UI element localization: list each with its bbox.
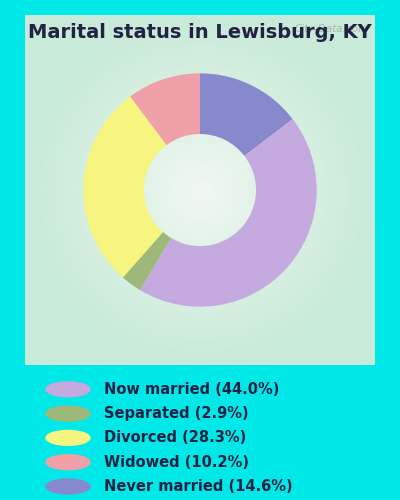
Text: Widowed (10.2%): Widowed (10.2%)	[104, 454, 249, 469]
Wedge shape	[140, 119, 317, 306]
Text: Never married (14.6%): Never married (14.6%)	[104, 479, 293, 494]
Wedge shape	[200, 74, 293, 156]
Text: City-Data.com: City-Data.com	[295, 24, 369, 34]
Wedge shape	[83, 96, 166, 278]
Text: Marital status in Lewisburg, KY: Marital status in Lewisburg, KY	[28, 22, 372, 42]
Circle shape	[46, 455, 90, 469]
Circle shape	[46, 430, 90, 446]
Circle shape	[46, 382, 90, 396]
Text: Divorced (28.3%): Divorced (28.3%)	[104, 430, 246, 446]
Wedge shape	[123, 232, 171, 290]
Text: Now married (44.0%): Now married (44.0%)	[104, 382, 279, 397]
Circle shape	[46, 406, 90, 421]
Circle shape	[46, 479, 90, 494]
Wedge shape	[130, 74, 200, 145]
Text: Separated (2.9%): Separated (2.9%)	[104, 406, 249, 421]
